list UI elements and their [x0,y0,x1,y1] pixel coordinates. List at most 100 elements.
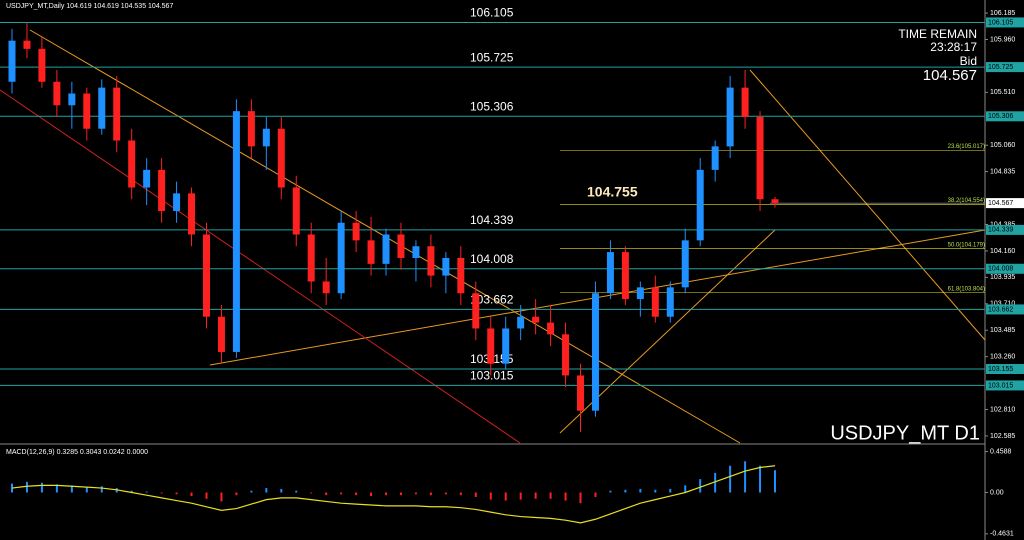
candle-body [337,222,345,294]
macd-bar [325,492,328,496]
macd-bar [385,492,388,496]
candle-body [382,234,390,264]
macd-bar [534,492,537,499]
candle-body [53,81,61,106]
macd-bar [250,490,253,493]
candle-body [487,328,495,364]
time-remain-label: TIME REMAIN [898,27,977,41]
macd-bar [729,465,732,493]
axis-level-box [986,363,1024,374]
candle-body [173,193,181,211]
candle-body [367,240,375,264]
macd-bar [459,492,462,496]
candle-body [591,293,599,411]
y-tick-label: 105.510 [990,89,1015,96]
axis-level-label: 104.008 [988,266,1013,273]
macd-bar [310,492,313,494]
fib-label: 50.0(104.179) [948,242,985,248]
macd-bar [340,492,343,495]
macd-bar [504,492,507,501]
axis-level-box [986,380,1024,391]
level-label: 104.339 [470,213,514,227]
y-tick-label: 103.710 [990,301,1015,308]
macd-bar [295,490,298,493]
candle-body [666,287,674,317]
macd-tick-label: -0.4631 [990,531,1014,538]
axis-level-box [986,62,1024,73]
macd-bar [40,482,43,493]
macd-bar [100,486,103,493]
candle-body [502,328,510,364]
level-label: 105.306 [470,99,514,113]
axis-level-box [986,263,1024,274]
candle-body [307,234,315,282]
candle-body [442,257,450,276]
macd-bar [190,492,193,497]
candle-body [277,128,285,188]
candle-body [562,334,570,376]
macd-bar [474,492,477,497]
macd-bar [25,481,28,493]
macd-bar [265,488,268,493]
macd-bar [414,492,417,495]
macd-bar [85,487,88,493]
y-tick-label: 104.835 [990,168,1015,175]
candle-body [651,287,659,317]
symbol-label: USDJPY_MT D1 [830,422,980,444]
candle-body [217,316,225,352]
candle-body [188,193,196,235]
axis-level-box [986,111,1024,122]
candle-body [741,87,749,118]
macd-bar [519,492,522,500]
y-tick-label: 103.935 [990,274,1015,281]
macd-bar [669,488,672,493]
candle-body [711,146,719,170]
macd-bar [684,485,687,493]
candle-body [113,87,121,141]
macd-bar [774,470,776,493]
bid-box [986,198,1024,209]
candle-body [98,87,106,129]
macd-tick-label: 0.00 [990,489,1004,496]
candle-body [577,375,585,411]
candle-body [532,316,540,323]
macd-bar [235,492,238,496]
axis-level-label: 103.155 [988,366,1013,373]
macd-tick-label: 0.4588 [990,448,1012,455]
axis-level-label: 104.339 [988,227,1013,234]
chart-title: USDJPY_MT,Daily 104.619 104.619 104.535 … [6,3,173,10]
macd-bar [759,465,762,493]
axis-level-label: 106.105 [988,19,1013,26]
candle-body [83,93,91,129]
axis-level-label: 105.306 [988,113,1013,120]
macd-bar [699,479,702,493]
candle-body [636,287,644,300]
macd-bar [489,492,492,500]
macd-bar [549,492,552,499]
macd-bar [429,492,432,496]
bid: 104.567 [923,67,977,84]
macd-bar [70,485,73,493]
axis-level-box [986,17,1024,28]
candle-body [143,169,151,188]
macd-bar [654,489,657,493]
bid-axis-label: 104.567 [988,200,1013,207]
macd-bar [205,492,208,499]
candle-body [412,246,420,258]
macd-bar [564,492,567,501]
candle-body [23,40,31,49]
macd-bar [579,492,582,504]
axis-level-label: 105.725 [988,64,1013,71]
level-label: 105.725 [470,50,514,64]
macd-bar [744,461,747,493]
macd-bar [130,490,133,493]
candle-body [726,87,734,147]
candle-body [202,234,210,317]
candle-body [397,234,405,258]
trend-line [749,69,986,341]
candle-body [38,48,46,82]
marker-price: 104.755 [587,184,638,200]
candle-body [262,128,270,147]
